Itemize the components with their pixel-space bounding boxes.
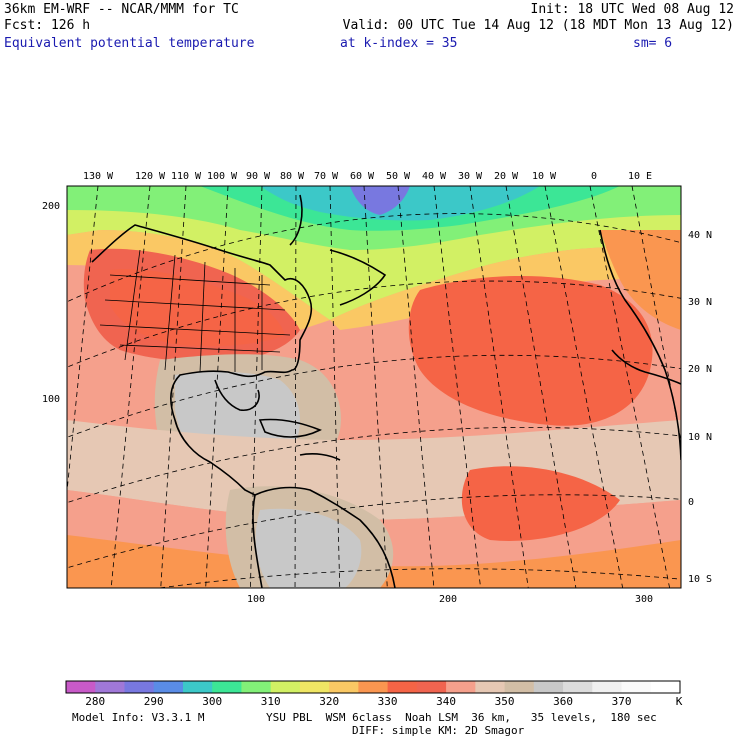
colorbar-swatch (621, 681, 652, 693)
longitude-label: 100 W (207, 171, 238, 182)
model-title: 36km EM-WRF -- NCAR/MMM for TC (4, 2, 239, 17)
colorbar-swatch (446, 681, 476, 693)
colorbar-swatch (95, 681, 125, 693)
smoothing-info: sm= 6 (633, 36, 673, 51)
colorbar-swatch (650, 681, 681, 693)
latitude-label: 30 N (688, 297, 712, 308)
colorbar-swatch (270, 681, 301, 693)
colorbar-swatch (475, 681, 506, 693)
state-borders (99, 249, 291, 373)
latitude-label: 10 N (688, 432, 712, 443)
grid-index-label-bottom: 300 (635, 594, 653, 605)
colorbar-swatch (153, 681, 184, 693)
colorbar: 280 290 300 310 320 330 340 350 360 370 K (65, 680, 683, 708)
colorbar-swatch (416, 681, 447, 693)
latitude-label: 20 N (688, 364, 712, 375)
grid-index-label-left: 200 (42, 201, 60, 212)
colorbar-swatch (563, 681, 593, 693)
model-info: Model Info: V3.3.1 M (72, 711, 205, 724)
colorbar-swatch (124, 681, 155, 693)
latitude-labels: 40 N 30 N 20 N 10 N 0 10 S (688, 230, 712, 585)
diffusion-info: DIFF: simple KM: 2D Smagor (352, 724, 525, 737)
colorbar-swatch (592, 681, 623, 693)
colorbar-label: 280 (85, 695, 105, 708)
init-time: Init: 18 UTC Wed 08 Aug 12 (530, 2, 735, 17)
longitude-label: 20 W (494, 171, 519, 182)
longitude-label: 90 W (246, 171, 271, 182)
latitude-label: 40 N (688, 230, 712, 241)
colorbar-label: 350 (495, 695, 515, 708)
colorbar-label: 290 (144, 695, 164, 708)
longitude-label: 10 E (628, 171, 652, 182)
colorbar-unit: K (676, 695, 683, 708)
grid-index-label-bottom: 200 (439, 594, 457, 605)
graticule (67, 186, 681, 588)
longitude-label: 30 W (458, 171, 483, 182)
longitude-label: 60 W (350, 171, 375, 182)
colorbar-swatch (329, 681, 359, 693)
coastlines (91, 194, 681, 588)
longitude-labels: 130 W 120 W 110 W 100 W 90 W 80 W 70 W 60 W 50 W… (83, 171, 652, 182)
colorbar-swatch (212, 681, 242, 693)
latitude-label: 10 S (688, 574, 712, 585)
colorbar-swatch (533, 681, 564, 693)
longitude-label: 0 (591, 171, 597, 182)
colorbar-label: 370 (612, 695, 632, 708)
valid-time: Valid: 00 UTC Tue 14 Aug 12 (18 MDT Mon … (342, 18, 734, 33)
vertical-level: at k-index = 35 (340, 36, 458, 51)
colorbar-label: 340 (436, 695, 456, 708)
colorbar-label: 360 (553, 695, 573, 708)
longitude-label: 40 W (422, 171, 447, 182)
colorbar-label: 300 (202, 695, 222, 708)
grid-index-label-bottom: 100 (247, 594, 265, 605)
colorbar-swatch (182, 681, 213, 693)
colorbar-label: 330 (378, 695, 398, 708)
colorbar-swatch (358, 681, 389, 693)
longitude-label: 50 W (386, 171, 411, 182)
field-name: Equivalent potential temperature (4, 36, 255, 51)
grid-index-labels: 200 100 100 200 300 (42, 201, 653, 605)
colorbar-label: 320 (319, 695, 339, 708)
longitude-label: 70 W (314, 171, 339, 182)
colorbar-frame (65, 680, 681, 694)
longitude-label: 10 W (532, 171, 557, 182)
colorbar-label: 310 (261, 695, 281, 708)
colorbar-swatch (504, 681, 535, 693)
colorbar-swatch (66, 681, 96, 693)
physics-info: YSU PBL WSM 6class Noah LSM 36 km, 35 le… (266, 711, 657, 724)
theta-e-field (67, 186, 681, 588)
colorbar-swatch (241, 681, 272, 693)
longitude-label: 80 W (280, 171, 305, 182)
colorbar-swatch (299, 681, 330, 693)
longitude-label: 130 W (83, 171, 114, 182)
map-frame (66, 185, 682, 589)
latitude-label: 0 (688, 497, 694, 508)
longitude-label: 120 W (135, 171, 166, 182)
forecast-hour: Fcst: 126 h (4, 18, 91, 33)
colorbar-swatch (387, 681, 418, 693)
longitude-label: 110 W (171, 171, 202, 182)
grid-index-label-left: 100 (42, 394, 60, 405)
